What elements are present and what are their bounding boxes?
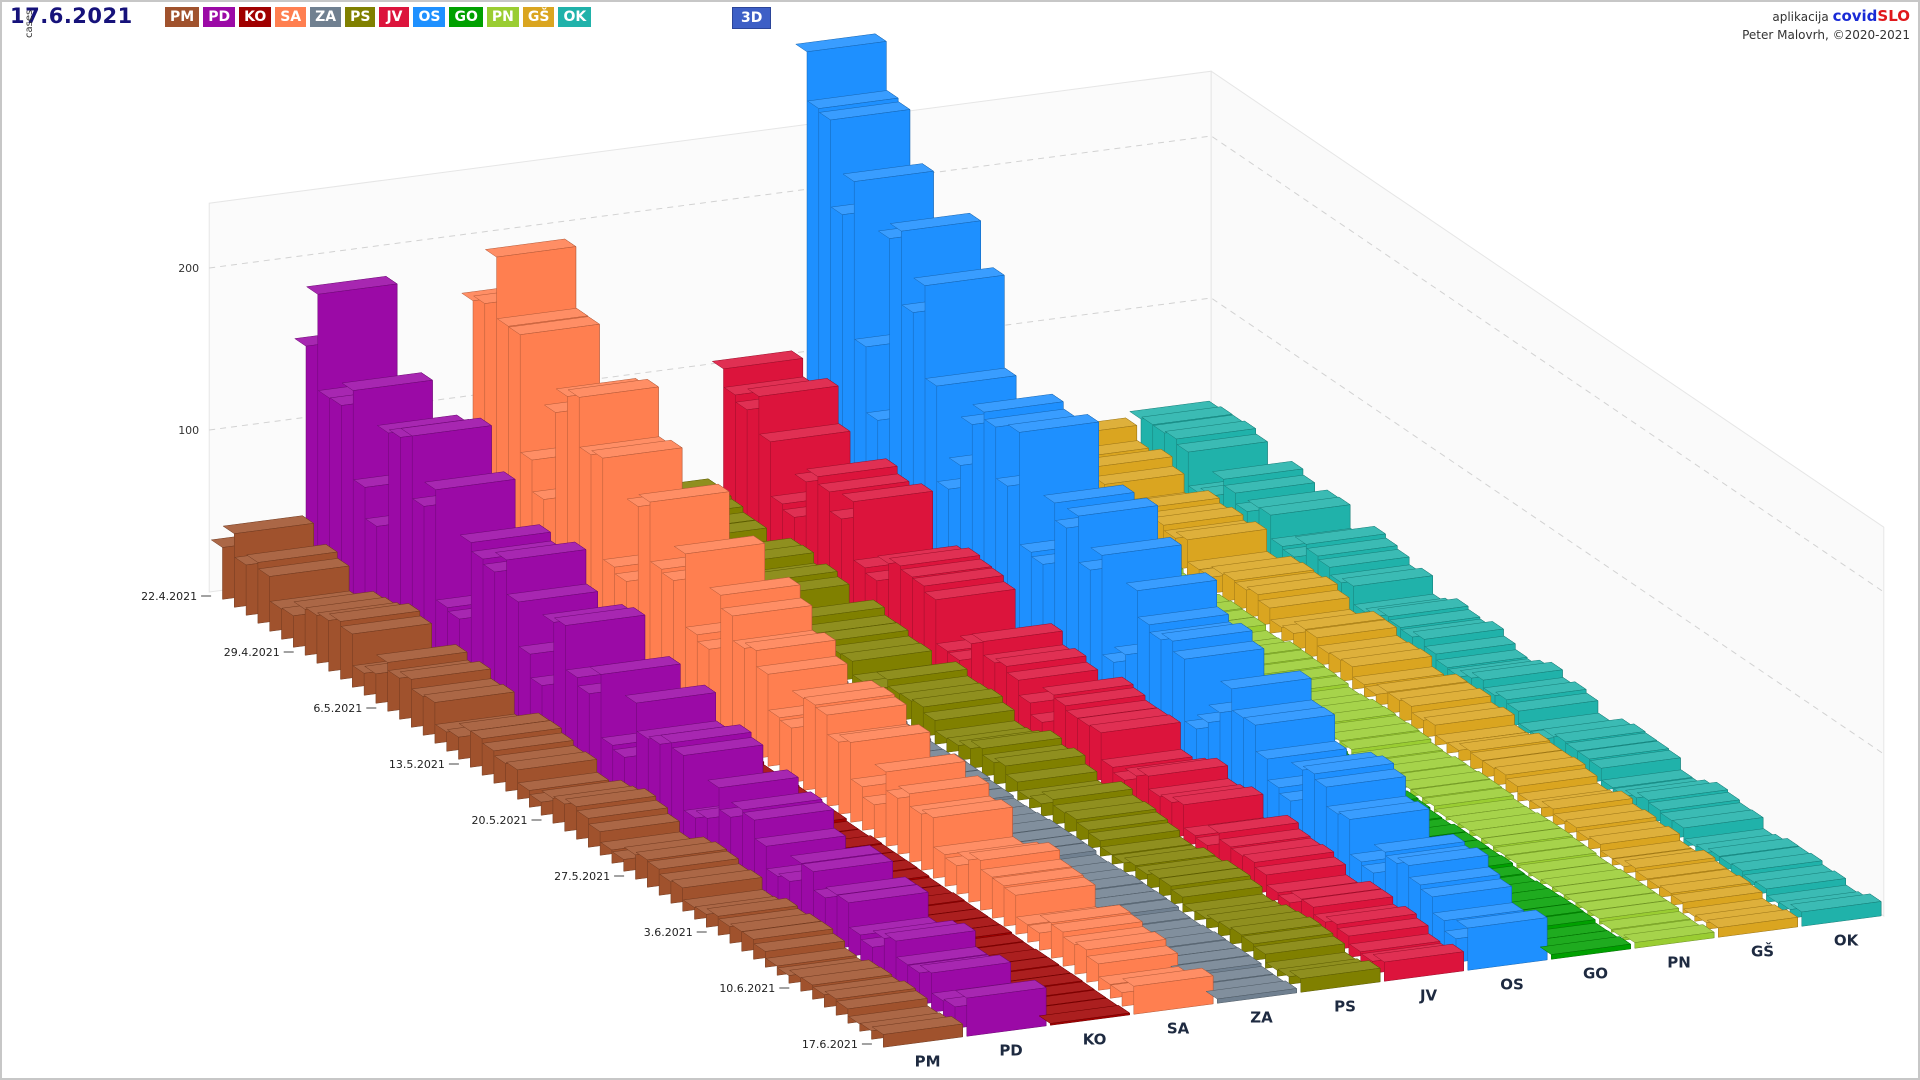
date-tick-label: 22.4.2021 bbox=[141, 590, 197, 603]
app-brand-line: aplikacija covidSLO bbox=[1742, 7, 1910, 26]
toggle-3d-button[interactable]: 3D bbox=[732, 7, 772, 29]
y-tick-label: 200 bbox=[178, 262, 199, 275]
bar-ko[interactable] bbox=[1038, 1004, 1131, 1026]
date-tick-label: 27.5.2021 bbox=[554, 870, 610, 883]
date-tick-label: 17.6.2021 bbox=[802, 1038, 858, 1051]
grid-line-200 bbox=[209, 135, 1885, 593]
grid-line-100 bbox=[209, 297, 1885, 755]
legend-item-ps[interactable]: PS bbox=[345, 7, 376, 27]
date-tick-label: 10.6.2021 bbox=[719, 982, 775, 995]
author: Peter Malovrh, ©2020-2021 bbox=[1742, 28, 1910, 42]
region-label-go: GO bbox=[1583, 965, 1608, 983]
region-label-jv: JV bbox=[1419, 987, 1438, 1005]
legend-item-pm[interactable]: PM bbox=[165, 7, 200, 27]
legend-item-za[interactable]: ZA bbox=[310, 7, 342, 27]
credits: aplikacija covidSLO Peter Malovrh, ©2020… bbox=[1742, 7, 1910, 44]
date-axis: 22.4.2021 29.4.2021 6.5.2021 13.5.2021 20.5.… bbox=[141, 590, 872, 1051]
bar-pn[interactable] bbox=[1622, 924, 1715, 949]
bar-go[interactable] bbox=[1539, 936, 1632, 960]
legend-item-sa[interactable]: SA bbox=[275, 7, 307, 27]
bar-jv[interactable] bbox=[1372, 943, 1465, 982]
bar-gš[interactable] bbox=[1706, 909, 1799, 938]
legend-item-go[interactable]: GO bbox=[449, 7, 483, 27]
region-label-ps: PS bbox=[1334, 998, 1356, 1016]
region-label-za: ZA bbox=[1250, 1009, 1273, 1027]
region-label-ko: KO bbox=[1083, 1031, 1107, 1049]
region-label-pn: PN bbox=[1667, 954, 1691, 972]
region-label-os: OS bbox=[1500, 976, 1524, 994]
app-prefix: aplikacija bbox=[1772, 10, 1829, 24]
legend-item-gš[interactable]: GŠ bbox=[522, 7, 555, 27]
date-tick-label: 3.6.2021 bbox=[644, 926, 693, 939]
page-title: 17.6.2021 bbox=[10, 4, 133, 28]
bar-sa[interactable] bbox=[1121, 967, 1214, 1015]
region-legend: PM PD KO SA ZA PS JV OS GO PN GŠ OK bbox=[165, 7, 592, 27]
bar-za[interactable] bbox=[1205, 980, 1298, 1004]
bar-os[interactable] bbox=[1455, 909, 1548, 971]
y-tick-label: 100 bbox=[178, 424, 199, 437]
region-label-ok: OK bbox=[1834, 932, 1860, 950]
date-tick-label: 29.4.2021 bbox=[224, 646, 280, 659]
bars bbox=[210, 33, 1882, 1048]
region-label-sa: SA bbox=[1167, 1020, 1190, 1038]
legend-item-ko[interactable]: KO bbox=[239, 7, 272, 27]
region-axis: PM PD KO SA ZA PS JV OS GO PN GŠ OK bbox=[915, 932, 1860, 1071]
date-tick-label: 20.5.2021 bbox=[472, 814, 528, 827]
bar-ps[interactable] bbox=[1288, 960, 1381, 993]
region-label-pm: PM bbox=[915, 1053, 941, 1071]
bar-pm[interactable] bbox=[871, 1015, 964, 1048]
date-tick-label: 6.5.2021 bbox=[313, 702, 362, 715]
brand-covid: covid bbox=[1832, 7, 1878, 25]
bar-pd[interactable] bbox=[954, 979, 1047, 1037]
region-label-pd: PD bbox=[999, 1042, 1022, 1060]
legend-item-os[interactable]: OS bbox=[413, 7, 446, 27]
bar-ok[interactable] bbox=[1789, 893, 1882, 927]
legend-item-jv[interactable]: JV bbox=[379, 7, 410, 27]
date-tick-label: 13.5.2021 bbox=[389, 758, 445, 771]
region-label-gš: GŠ bbox=[1751, 942, 1774, 961]
legend-item-ok[interactable]: OK bbox=[558, 7, 592, 27]
brand-slo: SLO bbox=[1877, 7, 1910, 25]
legend-item-pd[interactable]: PD bbox=[203, 7, 236, 27]
legend-item-pn[interactable]: PN bbox=[486, 7, 519, 27]
